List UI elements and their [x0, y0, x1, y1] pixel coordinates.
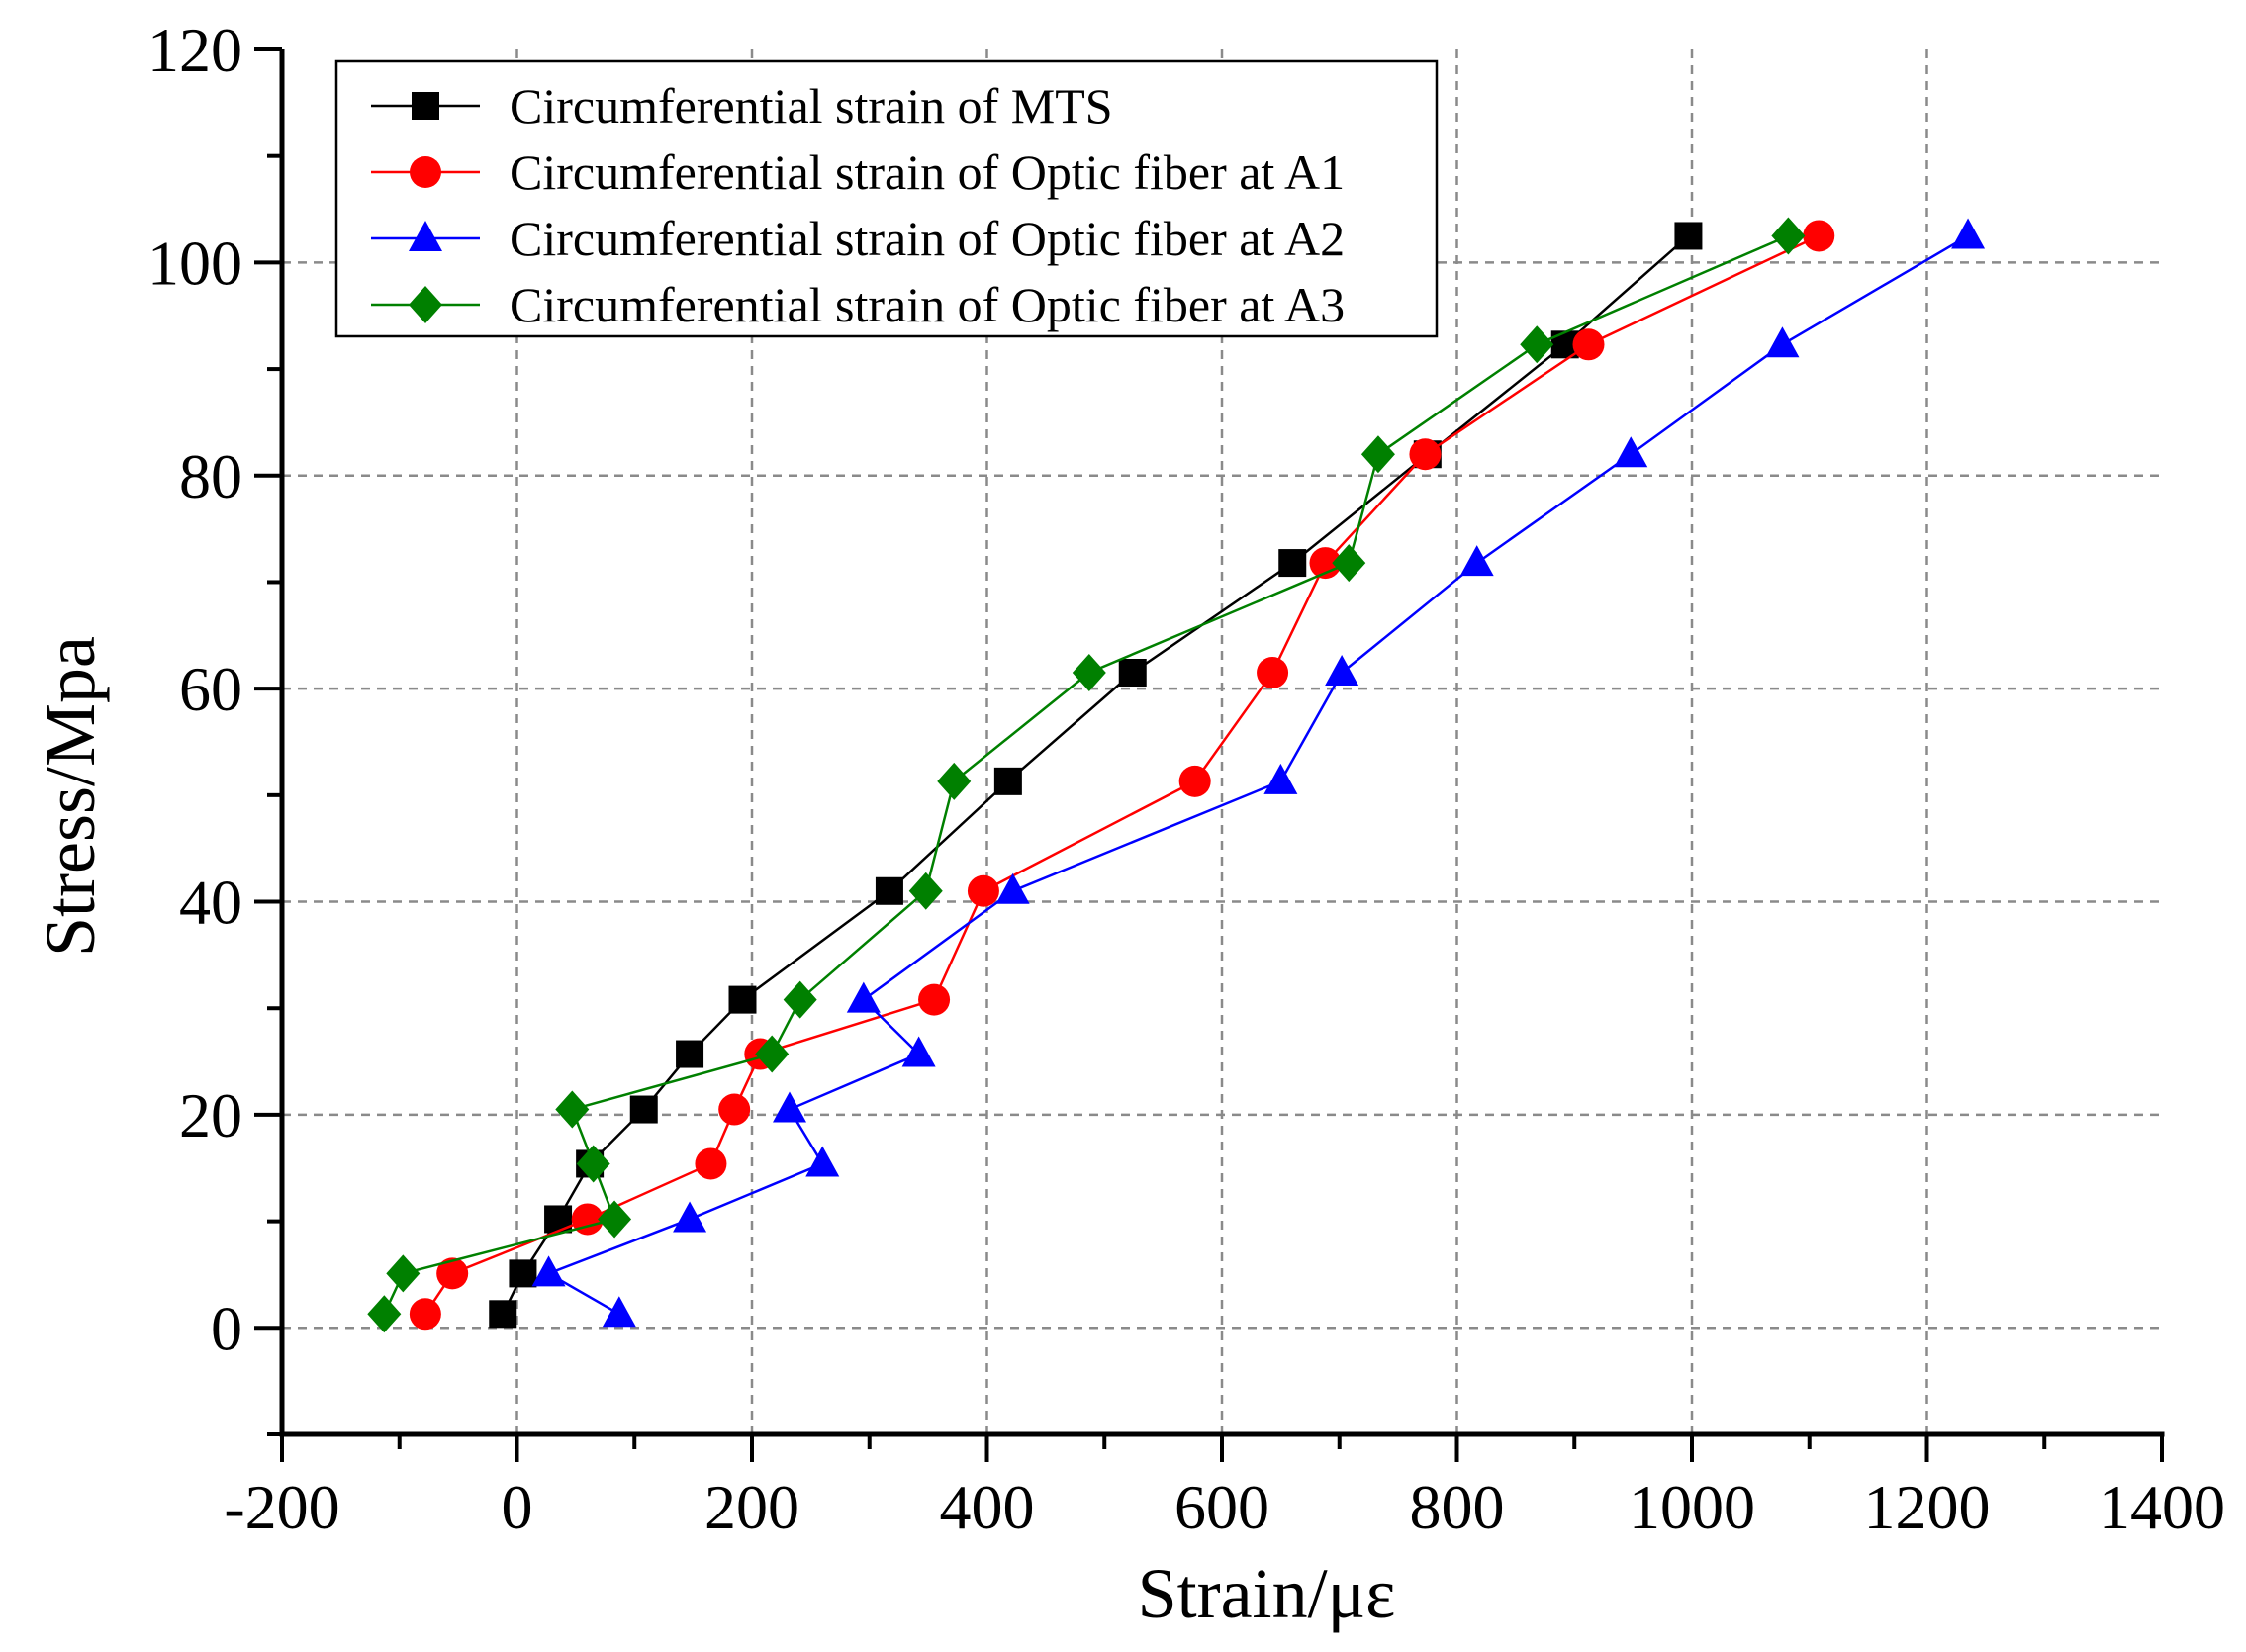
data-point [695, 1147, 727, 1180]
data-point [1278, 549, 1307, 578]
data-point [773, 1091, 806, 1123]
legend-label: Circumferential strain of Optic fiber at… [510, 277, 1345, 332]
x-tick-label: -200 [224, 1472, 339, 1542]
data-point [1325, 655, 1359, 686]
data-point [937, 762, 972, 800]
data-point [555, 1090, 590, 1129]
legend-entry: Circumferential strain of Optic fiber at… [371, 144, 1345, 200]
legend: Circumferential strain of MTS Circumferen… [334, 59, 1439, 338]
data-point [1771, 217, 1806, 255]
data-point [918, 983, 951, 1016]
data-point [602, 1296, 636, 1328]
data-point [908, 872, 943, 910]
axes: -200 0 200 400 600 800 1000 1200 1400 0 20 40 60 80 10… [147, 15, 2225, 1542]
legend-entry: Circumferential strain of Optic fiber at… [371, 211, 1345, 266]
data-point [1951, 218, 1986, 249]
legend-marker [409, 221, 442, 251]
data-point [673, 1201, 707, 1233]
data-point [676, 1040, 704, 1068]
data-point [1765, 326, 1800, 358]
x-tick-label: 1400 [2099, 1472, 2225, 1542]
data-series [367, 217, 1986, 1333]
legend-marker [409, 286, 442, 323]
x-axis-title: Strain/με [1138, 1554, 1396, 1633]
series-1 [489, 222, 1703, 1329]
data-point [1459, 545, 1494, 577]
y-axis-title: Stress/Mpa [31, 636, 110, 957]
legend-marker [412, 92, 439, 120]
data-point [386, 1254, 421, 1293]
data-point [1614, 436, 1648, 468]
legend-label: Circumferential strain of MTS [510, 78, 1113, 134]
data-point [1178, 765, 1211, 797]
data-point [967, 874, 999, 907]
data-point [598, 1200, 632, 1239]
data-point [1118, 659, 1147, 687]
y-tick-label: 40 [179, 868, 242, 938]
data-point [489, 1300, 517, 1329]
data-point [1263, 763, 1298, 794]
data-point [728, 985, 757, 1014]
legend-label: Circumferential strain of Optic fiber at… [510, 211, 1345, 266]
legend-marker [410, 156, 441, 188]
y-tick-label: 100 [147, 228, 242, 298]
x-tick-label: 400 [940, 1472, 1035, 1542]
data-point [995, 872, 1030, 904]
x-tick-label: 0 [502, 1472, 533, 1542]
series-line [545, 234, 1969, 1316]
data-point [1257, 657, 1289, 688]
data-point [1520, 325, 1554, 364]
data-point [1674, 222, 1703, 250]
data-point [367, 1295, 402, 1333]
series-4 [367, 217, 1806, 1333]
x-tick-label: 1000 [1629, 1472, 1755, 1542]
data-point [409, 1298, 441, 1331]
y-tick-label: 0 [211, 1293, 242, 1363]
data-point [509, 1259, 537, 1288]
legend-entry: Circumferential strain of Optic fiber at… [371, 277, 1345, 332]
data-point [875, 876, 903, 905]
data-point [755, 1035, 790, 1073]
data-point [1803, 220, 1835, 252]
legend-box [334, 59, 1439, 338]
series-2 [409, 220, 1835, 1331]
y-tick-label: 20 [179, 1080, 242, 1150]
data-point [1572, 328, 1605, 361]
legend-entry: Circumferential strain of MTS [371, 78, 1113, 134]
series-3 [531, 218, 1986, 1328]
y-tick-label: 60 [179, 654, 242, 724]
data-point [901, 1036, 936, 1067]
data-point [993, 767, 1022, 795]
data-point [1360, 435, 1395, 474]
data-point [846, 981, 881, 1013]
data-point [629, 1095, 658, 1124]
x-tick-label: 800 [1410, 1472, 1505, 1542]
data-point [1332, 544, 1366, 583]
data-point [531, 1255, 566, 1287]
x-tick-label: 600 [1174, 1472, 1269, 1542]
data-point [718, 1093, 751, 1126]
data-point [1072, 654, 1106, 691]
y-tick-label: 120 [147, 15, 242, 85]
data-point [544, 1205, 573, 1234]
series-line [423, 234, 1820, 1316]
data-point [805, 1146, 840, 1177]
legend-label: Circumferential strain of Optic fiber at… [510, 144, 1345, 200]
x-tick-label: 200 [704, 1472, 799, 1542]
data-point [1409, 438, 1442, 471]
data-point [436, 1257, 469, 1290]
x-tick-label: 1200 [1864, 1472, 1991, 1542]
y-tick-label: 80 [179, 441, 242, 511]
data-point [783, 980, 817, 1019]
data-point [576, 1145, 610, 1183]
